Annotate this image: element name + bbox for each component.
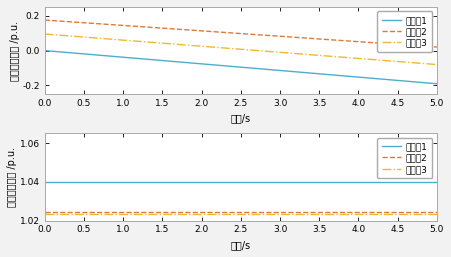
发电机2: [254, 33, 260, 36]
发电机1: [42, 49, 47, 52]
发电机1: [230, 65, 236, 68]
Y-axis label: 机端电压相角 /p.u.: 机端电压相角 /p.u.: [9, 21, 19, 81]
发电机1: [364, 180, 369, 183]
发电机2: [254, 210, 260, 214]
发电机2: [42, 19, 47, 22]
发电机1: [230, 180, 236, 183]
发电机3: [434, 63, 440, 66]
X-axis label: 时间/s: 时间/s: [231, 240, 251, 250]
发电机2: [228, 31, 234, 34]
发电机1: [425, 81, 430, 85]
Line: 发电机1: 发电机1: [45, 51, 437, 84]
发电机2: [364, 210, 369, 214]
发电机3: [230, 212, 236, 215]
发电机2: [228, 210, 234, 214]
发电机1: [434, 82, 440, 85]
发电机3: [434, 212, 440, 215]
发电机3: [364, 58, 369, 61]
Line: 发电机2: 发电机2: [45, 20, 437, 47]
发电机1: [364, 76, 369, 79]
发电机2: [364, 41, 369, 44]
发电机1: [425, 180, 430, 183]
发电机3: [364, 212, 369, 215]
发电机1: [254, 67, 260, 70]
发电机1: [276, 69, 281, 72]
发电机2: [434, 45, 440, 49]
发电机3: [254, 212, 260, 215]
发电机3: [42, 32, 47, 35]
发电机3: [254, 49, 260, 52]
发电机1: [42, 180, 47, 183]
发电机3: [228, 47, 234, 50]
发电机2: [42, 210, 47, 214]
发电机3: [425, 212, 430, 215]
发电机3: [276, 212, 281, 215]
发电机2: [230, 210, 236, 214]
发电机1: [228, 65, 234, 68]
Legend: 发电机1, 发电机2, 发电机3: 发电机1, 发电机2, 发电机3: [377, 12, 433, 52]
发电机2: [276, 210, 281, 214]
X-axis label: 时间/s: 时间/s: [231, 114, 251, 124]
发电机3: [276, 51, 281, 54]
发电机3: [230, 47, 236, 50]
发电机1: [254, 180, 260, 183]
发电机1: [276, 180, 281, 183]
发电机2: [230, 32, 236, 35]
发电机2: [276, 35, 281, 38]
发电机1: [434, 180, 440, 183]
Y-axis label: 机端电压幅値 /p.u.: 机端电压幅値 /p.u.: [7, 147, 17, 207]
Legend: 发电机1, 发电机2, 发电机3: 发电机1, 发电机2, 发电机3: [377, 138, 433, 178]
发电机2: [425, 210, 430, 214]
发电机2: [434, 210, 440, 214]
发电机1: [228, 180, 234, 183]
发电机3: [425, 62, 430, 65]
Line: 发电机3: 发电机3: [45, 34, 437, 65]
发电机3: [228, 212, 234, 215]
发电机3: [42, 212, 47, 215]
发电机2: [425, 45, 430, 48]
